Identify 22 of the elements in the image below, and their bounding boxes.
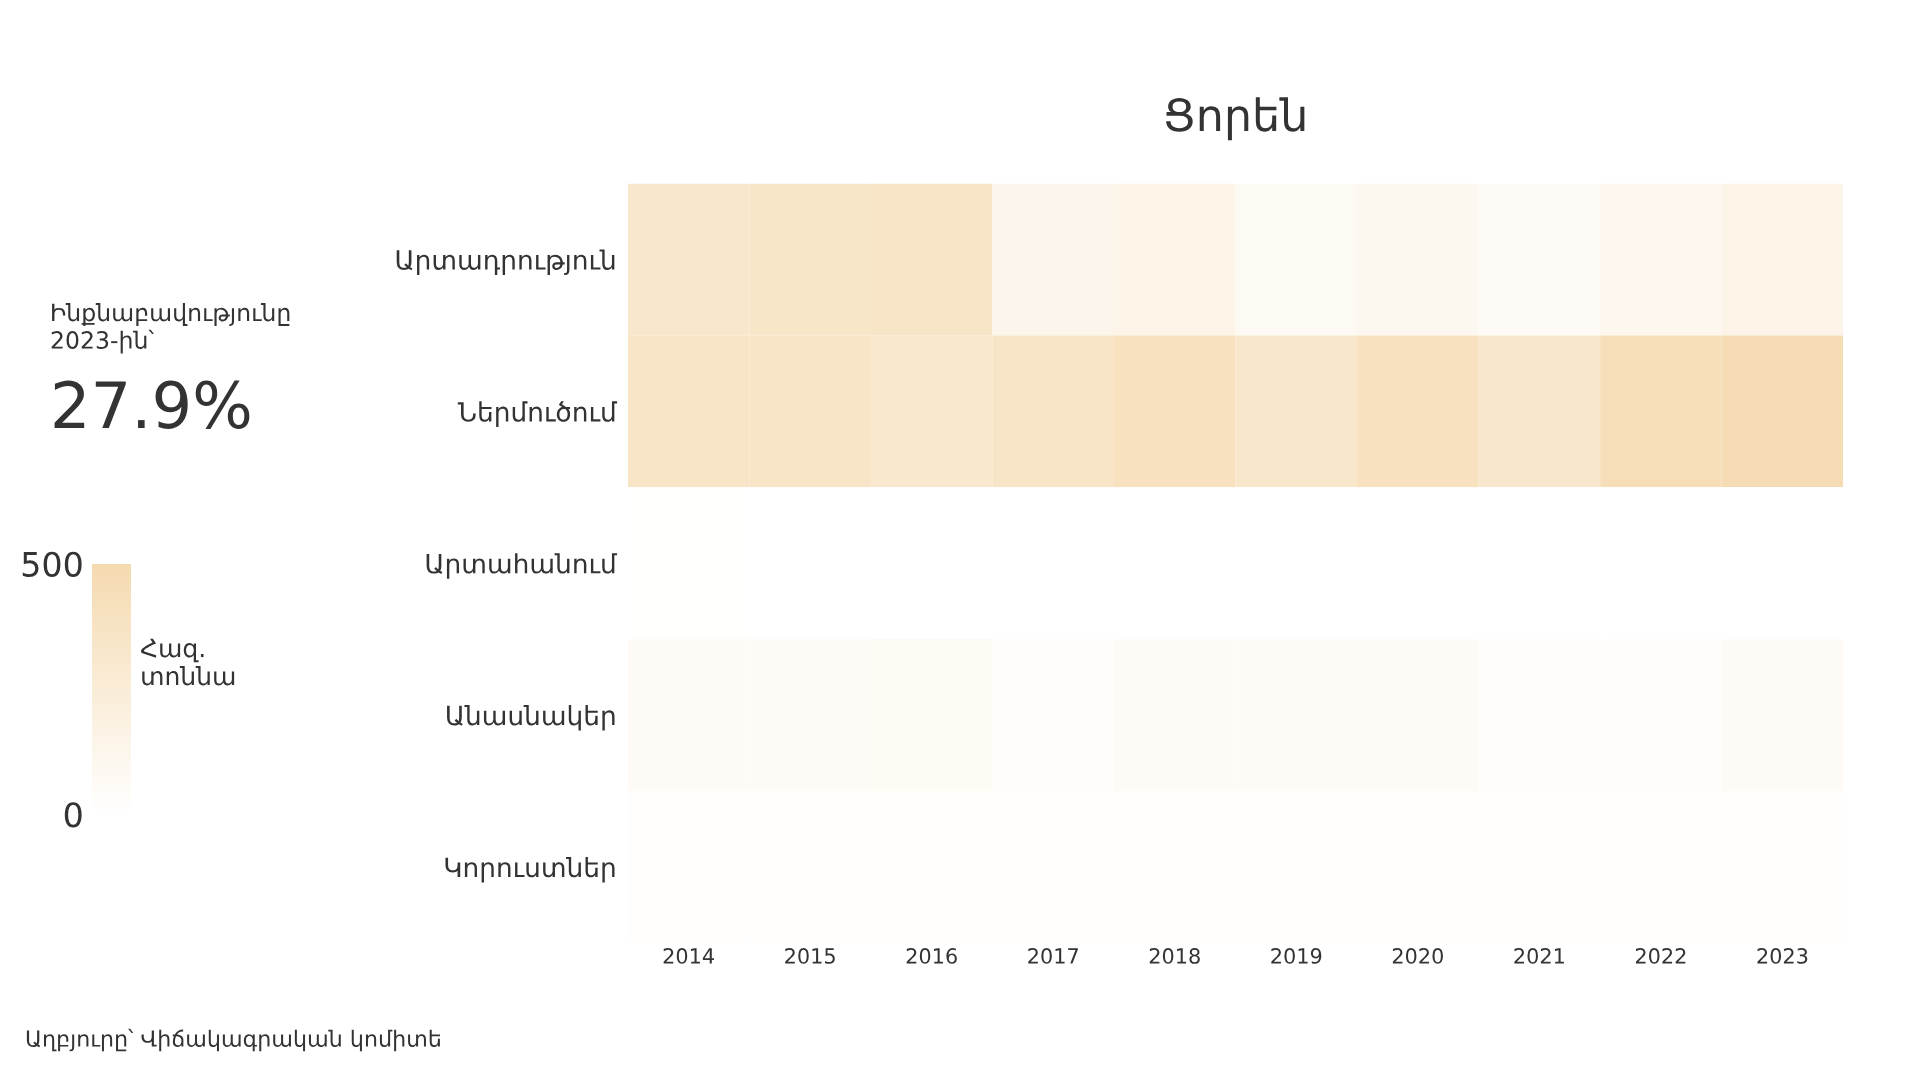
y-tick-label: Արտահանում (426, 553, 618, 579)
color-bar-label: 0 (64, 802, 82, 828)
text: Աղբյուրը՝ Վիճակագրական կոմիտե (26, 1028, 441, 1052)
x-tick-label: 2018 (1149, 948, 1200, 964)
x-tick-label: 2016 (906, 948, 957, 964)
y-tick-label: Ներմուծում (457, 401, 618, 427)
y-tick-label: Արտադրություն (396, 249, 615, 276)
x-tick-label: 2021 (1514, 948, 1564, 964)
x-tick-label: 2017 (1028, 948, 1078, 964)
x-tick-label: 2014 (663, 948, 714, 964)
x-tick-label: 2022 (1635, 948, 1686, 964)
y-tick-label: Անասնակեր (447, 705, 615, 731)
color-bar-label: 500 (22, 551, 82, 577)
x-tick-label: 2023 (1757, 948, 1808, 964)
text: 27.9% (54, 380, 250, 429)
x-tick-label: 2019 (1271, 948, 1322, 964)
y-tick-label: Կորուստներ (445, 856, 615, 883)
text: Ինքնաբավությունը 2023-ին՝ (51, 303, 290, 354)
chart-title: Ցորեն (1166, 97, 1305, 141)
x-tick-label: 2020 (1392, 948, 1443, 964)
color-bar-title: Հազ. տոննա (141, 638, 235, 686)
x-tick-label: 2015 (785, 948, 835, 964)
